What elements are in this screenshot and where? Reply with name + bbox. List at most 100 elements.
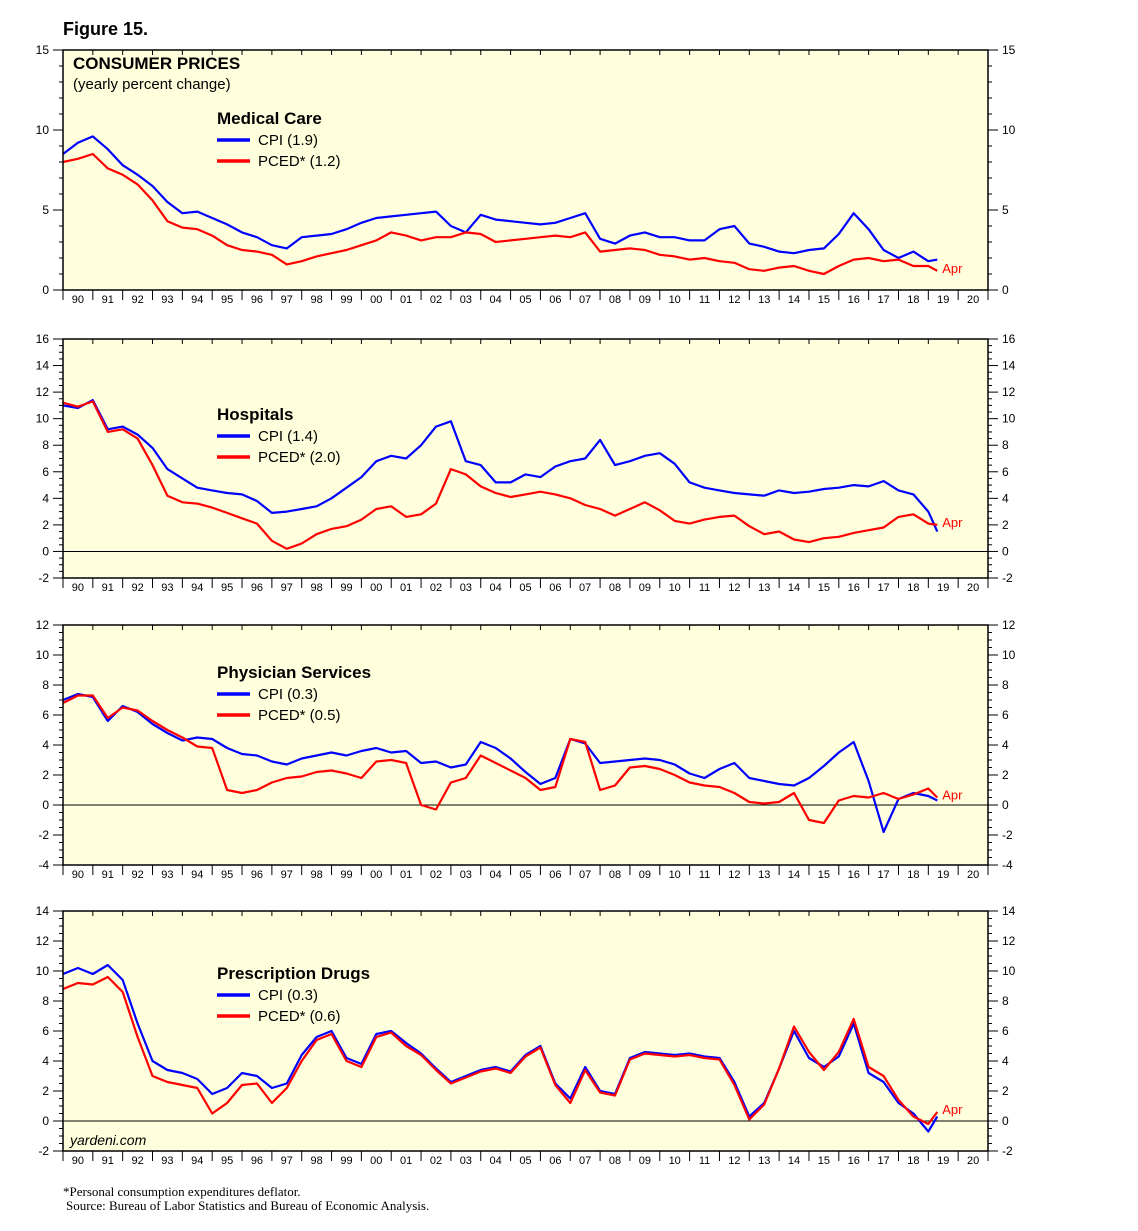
x-tick-label: 11 [699,294,710,306]
x-tick-label: 10 [669,294,681,306]
x-tick-label: 97 [281,1155,293,1167]
x-tick-label: 03 [460,869,472,881]
y-tick-label-left: 2 [42,768,49,782]
x-tick-label: 98 [311,1155,323,1167]
x-tick-label: 18 [907,869,919,881]
y-tick-label-left: 2 [42,1084,49,1098]
x-tick-label: 06 [549,1155,561,1167]
x-tick-label: 09 [639,582,651,594]
x-tick-label: 13 [758,294,770,306]
x-tick-label: 18 [907,294,919,306]
x-tick-label: 96 [251,1155,263,1167]
x-tick-label: 10 [669,582,681,594]
y-tick-label-left: 6 [42,708,49,722]
chart-title: Hospitals [217,405,294,424]
x-tick-label: 93 [161,869,173,881]
x-tick-label: 01 [400,294,412,306]
y-tick-label-right: 10 [1002,123,1016,137]
y-tick-label-left: 10 [36,412,50,426]
y-tick-label-right: -4 [1002,858,1013,872]
watermark: yardeni.com [69,1132,147,1148]
y-tick-label-left: 0 [42,283,49,297]
x-tick-label: 05 [519,1155,531,1167]
x-tick-label: 96 [251,582,263,594]
y-tick-label-right: 14 [1002,359,1016,373]
y-tick-label-right: 12 [1002,618,1016,632]
x-tick-label: 09 [639,294,651,306]
y-tick-label-left: 12 [36,385,50,399]
y-tick-label-left: -4 [38,858,49,872]
pced-series-line [62,400,938,550]
x-tick-label: 09 [639,869,651,881]
x-tick-label: 93 [161,294,173,306]
y-tick-label-right: 0 [1002,544,1009,558]
x-tick-label: 96 [251,869,263,881]
y-tick-label-left: 16 [36,332,50,346]
x-tick-label: 05 [519,582,531,594]
y-tick-label-left: -2 [38,1144,49,1158]
y-tick-label-right: 12 [1002,934,1016,948]
x-tick-label: 15 [818,1155,830,1167]
x-tick-label: 04 [490,294,502,306]
x-tick-label: 17 [877,1155,889,1167]
x-tick-label: 95 [221,294,233,306]
plot-frame [62,910,989,1152]
x-tick-label: 19 [937,582,949,594]
x-tick-label: 00 [370,869,382,881]
x-tick-label: 18 [907,1155,919,1167]
x-tick-label: 99 [340,1155,352,1167]
cpi-series-line [62,963,939,1133]
y-tick-label-right: 12 [1002,385,1016,399]
x-tick-label: 91 [102,1155,114,1167]
x-tick-label: 08 [609,1155,621,1167]
x-tick-label: 90 [72,294,84,306]
x-tick-label: 00 [370,582,382,594]
y-tick-label-left: 14 [36,359,50,373]
x-tick-label: 11 [699,869,710,881]
x-tick-label: 20 [967,869,979,881]
x-tick-label: 91 [102,294,114,306]
y-tick-label-left: 15 [36,43,50,57]
x-tick-label: 12 [728,1155,740,1167]
x-tick-label: 92 [131,1155,143,1167]
y-tick-label-right: 8 [1002,438,1009,452]
end-label: Apr [942,788,963,803]
x-tick-label: 06 [549,582,561,594]
x-tick-label: 10 [669,1155,681,1167]
chart-subheader: (yearly percent change) [73,76,231,93]
x-tick-label: 00 [370,294,382,306]
x-tick-label: 90 [72,582,84,594]
x-tick-label: 18 [907,582,919,594]
x-tick-label: 16 [848,1155,860,1167]
cpi-series-line [62,399,939,532]
y-tick-label-right: 2 [1002,768,1009,782]
y-tick-label-left: 12 [36,618,50,632]
y-tick-label-left: 10 [36,964,50,978]
y-tick-label-right: 6 [1002,465,1009,479]
x-tick-label: 14 [788,1155,800,1167]
x-tick-label: 20 [967,582,979,594]
chart-title: Prescription Drugs [217,964,370,983]
y-tick-label-right: 0 [1002,798,1009,812]
x-tick-label: 92 [131,294,143,306]
y-tick-label-right: 0 [1002,1114,1009,1128]
x-tick-label: 99 [340,582,352,594]
x-tick-label: 93 [161,1155,173,1167]
x-tick-label: 13 [758,869,770,881]
x-tick-label: 19 [937,1155,949,1167]
x-tick-label: 07 [579,582,591,594]
plot-area [63,625,988,865]
x-tick-label: 09 [639,1155,651,1167]
x-tick-label: 95 [221,1155,233,1167]
x-tick-label: 20 [967,294,979,306]
source-note: Source: Bureau of Labor Statistics and B… [66,1198,430,1213]
y-tick-label-left: -2 [38,828,49,842]
legend-label-pced: PCED* (0.6) [258,1008,341,1025]
x-tick-label: 17 [877,582,889,594]
y-tick-label-right: 6 [1002,708,1009,722]
x-tick-label: 16 [848,582,860,594]
